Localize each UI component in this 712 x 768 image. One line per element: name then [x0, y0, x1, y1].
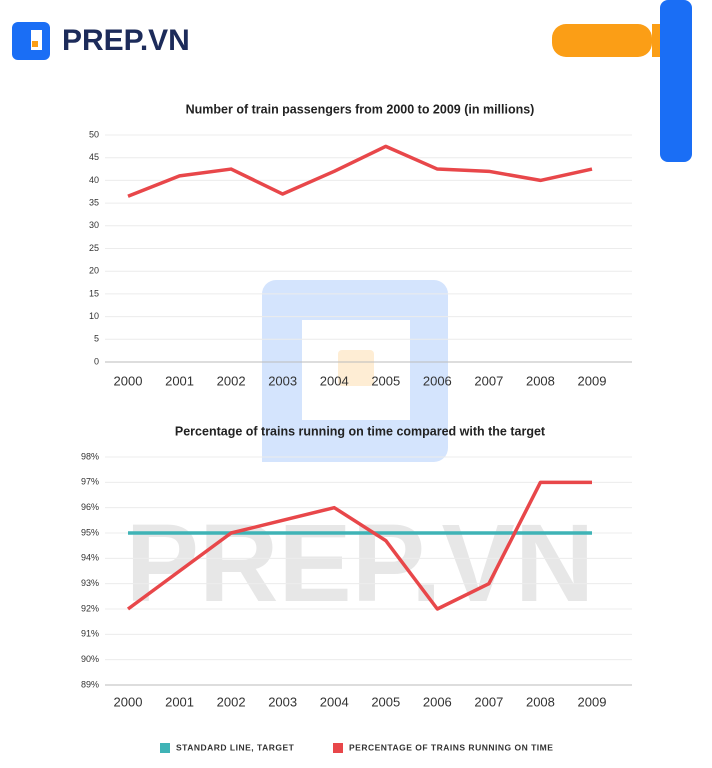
- chart-title: Percentage of trains running on time com…: [175, 424, 546, 438]
- y-tick-label: 10: [89, 311, 99, 321]
- y-tick-label: 35: [89, 197, 99, 207]
- x-tick-label: 2002: [217, 694, 246, 709]
- chart-title: Number of train passengers from 2000 to …: [186, 102, 535, 116]
- logo-icon: [22, 30, 31, 60]
- y-tick-label: 45: [89, 152, 99, 162]
- x-tick-label: 2001: [165, 694, 194, 709]
- y-tick-label: 90%: [81, 654, 99, 664]
- x-tick-label: 2000: [114, 373, 143, 388]
- x-tick-label: 2001: [165, 373, 194, 388]
- y-tick-label: 20: [89, 266, 99, 276]
- x-tick-label: 2003: [268, 373, 297, 388]
- x-tick-label: 2006: [423, 373, 452, 388]
- line: [126, 480, 592, 611]
- y-tick-label: 91%: [81, 629, 99, 639]
- y-tick-label: 97%: [81, 477, 99, 487]
- legend-swatch: [333, 743, 343, 753]
- x-tick-label: 2004: [320, 373, 349, 388]
- x-tick-label: 2008: [526, 373, 555, 388]
- x-tick-label: 2006: [423, 694, 452, 709]
- legend-label: PERCENTAGE OF TRAINS RUNNING ON TIME: [349, 742, 553, 752]
- y-tick-label: 94%: [81, 553, 99, 563]
- y-tick-label: 30: [89, 220, 99, 230]
- decor: [660, 0, 692, 162]
- y-tick-label: 40: [89, 175, 99, 185]
- x-tick-label: 2002: [217, 373, 246, 388]
- y-tick-label: 50: [89, 129, 99, 139]
- y-tick-label: 93%: [81, 578, 99, 588]
- y-tick-label: 0: [94, 356, 99, 366]
- x-tick-label: 2009: [578, 373, 607, 388]
- logo-text: PREP.VN: [62, 24, 190, 57]
- watermark-text: PREP.VN: [126, 502, 595, 625]
- x-tick-label: 2000: [114, 694, 143, 709]
- x-tick-label: 2009: [578, 694, 607, 709]
- x-tick-label: 2008: [526, 694, 555, 709]
- y-tick-label: 96%: [81, 502, 99, 512]
- x-tick-label: 2004: [320, 694, 349, 709]
- watermark: [262, 280, 448, 462]
- y-tick-label: 5: [94, 334, 99, 344]
- line: [127, 144, 593, 198]
- y-tick-label: 89%: [81, 679, 99, 689]
- x-tick-label: 2005: [371, 373, 400, 388]
- x-tick-label: 2007: [474, 373, 503, 388]
- logo-icon: [32, 41, 38, 47]
- y-tick-label: 92%: [81, 603, 99, 613]
- x-tick-label: 2003: [268, 694, 297, 709]
- y-tick-label: 98%: [81, 451, 99, 461]
- x-tick-label: 2007: [474, 694, 503, 709]
- x-tick-label: 2005: [371, 694, 400, 709]
- decor: [552, 24, 652, 57]
- y-tick-label: 95%: [81, 527, 99, 537]
- y-tick-label: 15: [89, 288, 99, 298]
- legend-label: STANDARD LINE, TARGET: [176, 742, 295, 752]
- y-tick-label: 25: [89, 243, 99, 253]
- legend-swatch: [160, 743, 170, 753]
- decor: [652, 24, 660, 57]
